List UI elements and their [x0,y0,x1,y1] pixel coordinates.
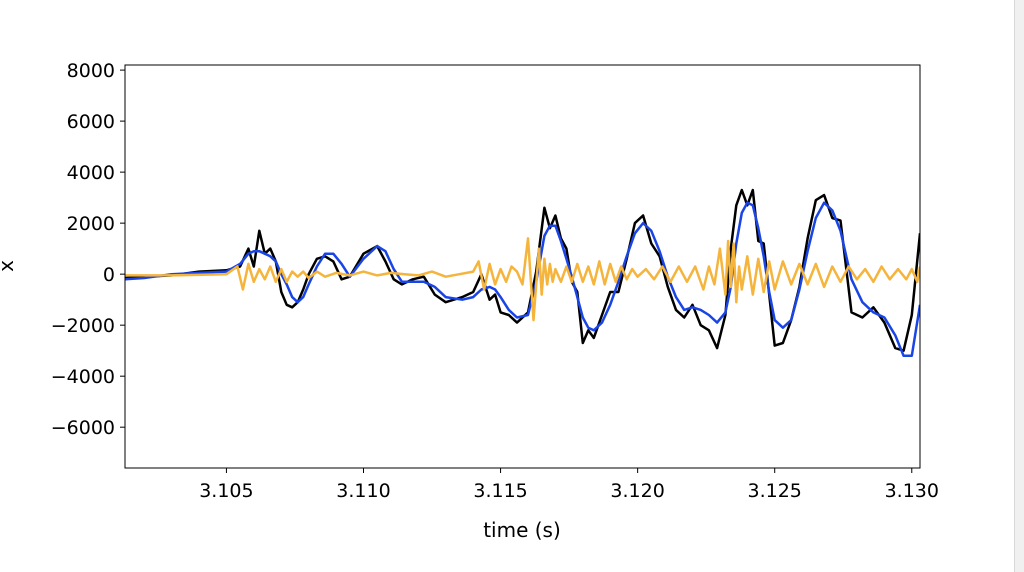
series-line-1 [125,188,920,352]
plot-frame [124,64,921,469]
x-axis-ticks: 3.105 3.110 3.115 3.120 3.125 3.130 [199,468,939,502]
y-tick-label: −2000 [51,315,115,337]
series-line-3 [125,237,920,322]
series-layer [125,188,920,358]
series-line-2 [125,201,920,358]
y-tick-label: 6000 [67,111,115,133]
x-tick-label: 3.120 [610,480,664,502]
x-tick-label: 3.110 [336,480,390,502]
x-tick-label: 3.125 [748,480,802,502]
y-axis-label: x [0,260,18,272]
y-tick-label: 0 [103,264,115,286]
y-tick-label: −4000 [51,366,115,388]
y-tick-label: −6000 [51,417,115,439]
window-edge [1014,0,1024,572]
y-axis-ticks: −6000 −4000 −2000 0 2000 4000 6000 8000 [51,60,125,439]
y-tick-label: 2000 [67,213,115,235]
x-tick-label: 3.130 [885,480,939,502]
x-axis-label: time (s) [483,518,561,542]
plot-area-background [125,65,920,468]
y-tick-label: 4000 [67,162,115,184]
x-tick-label: 3.115 [473,480,527,502]
x-tick-label: 3.105 [199,480,253,502]
y-tick-label: 8000 [67,60,115,82]
